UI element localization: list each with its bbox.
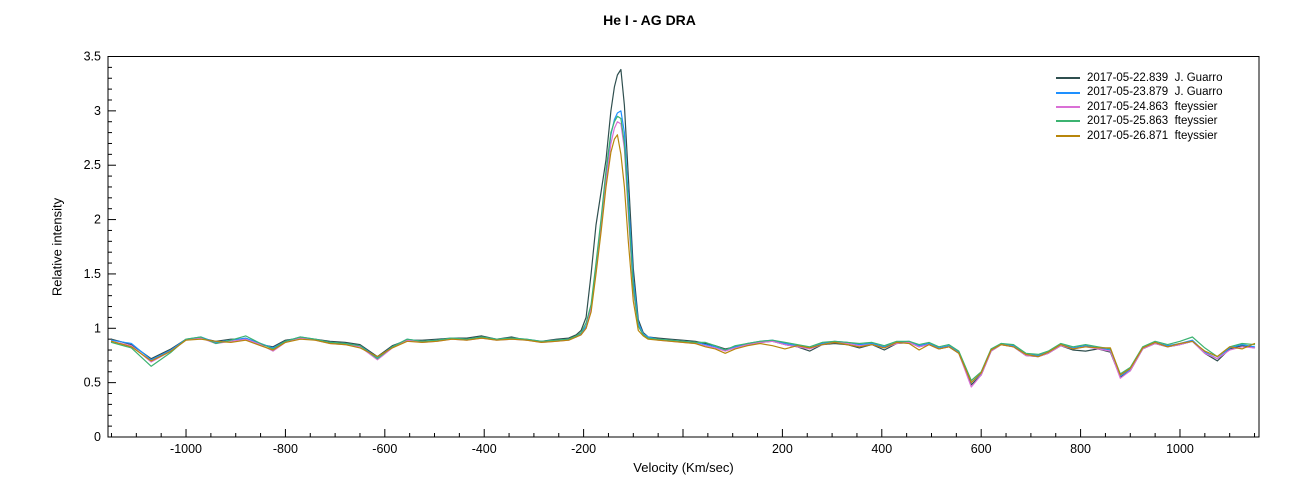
x-tick-label: 400 xyxy=(871,442,892,456)
legend-color-swatch xyxy=(1056,134,1080,137)
legend-item: 2017-05-22.839 J. Guarro xyxy=(1056,71,1223,85)
legend-label: 2017-05-23.879 J. Guarro xyxy=(1087,86,1223,99)
legend-label: 2017-05-22.839 J. Guarro xyxy=(1087,72,1223,84)
legend-color-swatch xyxy=(1056,120,1080,123)
y-tick-label: 3.5 xyxy=(84,50,101,64)
x-tick-label: 800 xyxy=(1070,442,1091,456)
x-tick-label: 200 xyxy=(772,442,793,456)
x-tick-label: 600 xyxy=(971,442,992,456)
y-tick-label: 0 xyxy=(94,430,101,444)
x-axis-label: Velocity (Km/sec) xyxy=(633,460,734,475)
legend-item: 2017-05-24.863 fteyssier xyxy=(1056,100,1223,114)
x-tick-label: -400 xyxy=(472,442,497,456)
y-tick-label: 0.5 xyxy=(84,376,101,390)
legend-color-swatch xyxy=(1056,91,1080,94)
legend-color-swatch xyxy=(1056,77,1080,80)
y-tick-label: 3 xyxy=(94,104,101,118)
y-tick-label: 1.5 xyxy=(84,267,101,281)
y-tick-label: 2 xyxy=(94,213,101,227)
x-tick-label: -800 xyxy=(273,442,298,456)
y-axis-label: Relative intensity xyxy=(49,197,65,297)
legend-color-swatch xyxy=(1056,105,1080,108)
x-tick-label: -600 xyxy=(372,442,397,456)
legend-label: 2017-05-24.863 fteyssier xyxy=(1087,100,1218,113)
legend-label: 2017-05-25.863 fteyssier xyxy=(1087,115,1218,128)
x-tick-label: -200 xyxy=(571,442,596,456)
legend: 2017-05-22.839 J. Guarro 2017-05-23.879 J… xyxy=(1056,71,1223,143)
y-tick-label: 2.5 xyxy=(84,158,101,172)
legend-item: 2017-05-25.863 fteyssier xyxy=(1056,114,1223,128)
legend-item: 2017-05-26.871 fteyssier xyxy=(1056,129,1223,143)
chart-title: He I - AG DRA xyxy=(603,12,696,28)
axis-frame xyxy=(107,56,1260,438)
legend-label: 2017-05-26.871 fteyssier xyxy=(1087,129,1218,142)
x-tick-label: 1000 xyxy=(1166,442,1194,456)
y-tick-label: 1 xyxy=(94,321,101,335)
legend-item: 2017-05-23.879 J. Guarro xyxy=(1056,85,1223,99)
spectrum-line-5 xyxy=(110,134,1256,384)
x-tick-label: -1000 xyxy=(170,442,202,456)
